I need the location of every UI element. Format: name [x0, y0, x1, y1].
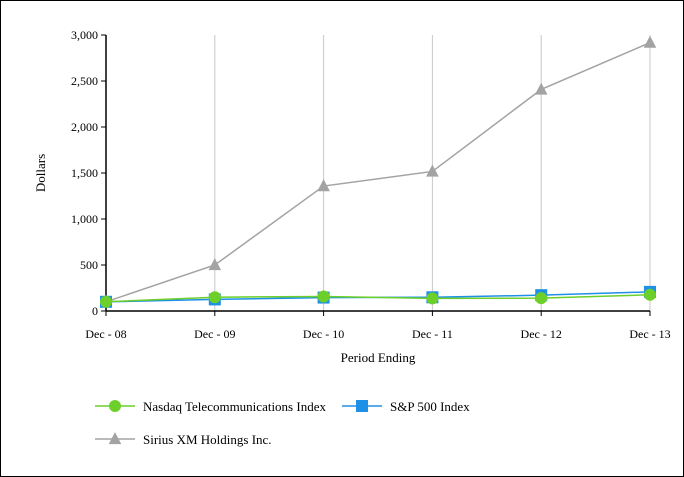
y-axis-title: Dollars [33, 154, 48, 192]
data-point-nasdaq-telecommunications-index [317, 290, 330, 303]
x-tick-label: Dec - 12 [521, 327, 562, 341]
legend-label: S&P 500 Index [390, 399, 470, 414]
data-point-nasdaq-telecommunications-index [644, 288, 656, 301]
data-point-sirius-xm-holdings-inc [643, 35, 657, 48]
x-axis-title: Period Ending [341, 350, 416, 365]
x-tick-label: Dec - 11 [412, 327, 453, 341]
data-point-sirius-xm-holdings-inc [317, 179, 330, 192]
x-tick-label: Dec - 13 [629, 327, 670, 341]
series-line-sirius-xm-holdings-inc [105, 41, 651, 303]
y-tick-label: 0 [92, 304, 98, 318]
legend-label: Nasdaq Telecommunications Index [143, 399, 326, 414]
data-point-nasdaq-telecommunications-index [208, 291, 221, 304]
y-axis-ticks: 0 500 1,000 1,500 2,000 2,500 3,000 [71, 28, 106, 318]
axes [105, 35, 650, 312]
y-tick-label: 1,000 [71, 212, 98, 226]
y-tick-label: 1,500 [71, 166, 98, 180]
x-axis-ticks: Dec - 08 Dec - 09 Dec - 10 Dec - 11 Dec - 12… [85, 311, 671, 341]
series-group [99, 35, 657, 308]
data-point-nasdaq-telecommunications-index [535, 292, 548, 305]
y-tick-label: 2,000 [71, 120, 98, 134]
y-tick-label: 3,000 [71, 28, 98, 42]
legend-marker [108, 432, 122, 445]
data-point-sirius-xm-holdings-inc [426, 164, 439, 177]
data-point-sirius-xm-holdings-inc [208, 258, 222, 271]
legend-item-sirius-xm-holdings-inc: Sirius XM Holdings Inc. [95, 432, 272, 447]
series-nasdaq-telecommunications-index [100, 288, 656, 308]
legend-label: Sirius XM Holdings Inc. [143, 432, 272, 447]
x-tick-label: Dec - 10 [303, 327, 344, 341]
legend: Nasdaq Telecommunications Index S&P 500 I… [95, 399, 470, 447]
series-line-nasdaq-telecommunications-index [105, 294, 651, 303]
legend-item-s-p-500-index: S&P 500 Index [342, 399, 470, 414]
x-tick-label: Dec - 08 [85, 327, 126, 341]
series-sirius-xm-holdings-inc [99, 35, 657, 307]
y-tick-label: 500 [80, 258, 98, 272]
data-point-nasdaq-telecommunications-index [100, 295, 112, 308]
data-point-sirius-xm-holdings-inc [534, 82, 548, 95]
data-point-nasdaq-telecommunications-index [426, 292, 439, 305]
legend-marker [356, 400, 368, 412]
y-tick-label: 2,500 [71, 74, 98, 88]
legend-marker [109, 400, 121, 412]
x-tick-label: Dec - 09 [194, 327, 235, 341]
legend-item-nasdaq-telecommunications-index: Nasdaq Telecommunications Index [95, 399, 326, 414]
